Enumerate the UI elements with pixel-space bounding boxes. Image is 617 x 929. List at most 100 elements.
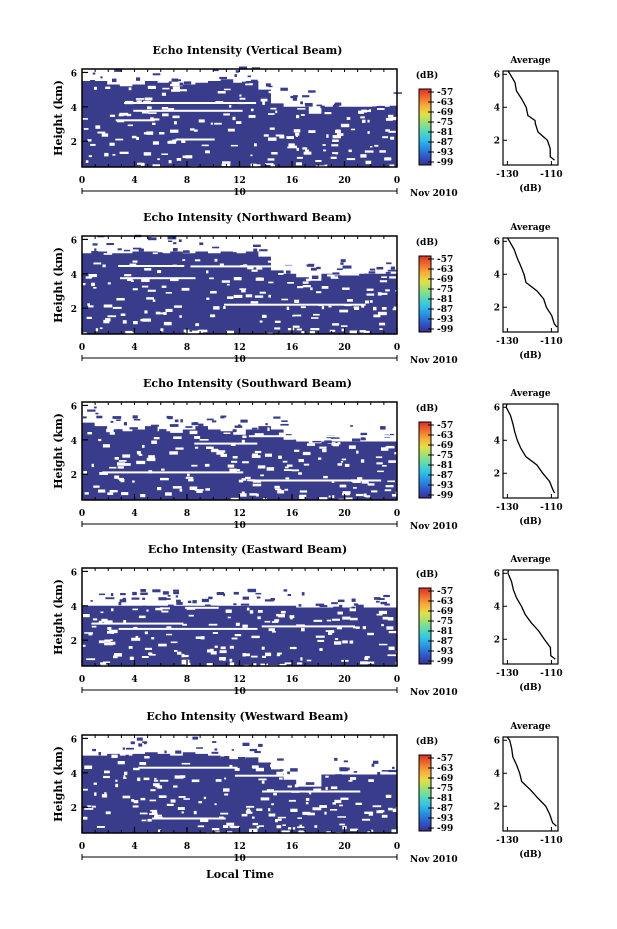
echo-speckle <box>122 320 127 324</box>
echo-speckle <box>370 829 374 832</box>
echo-speckle <box>98 640 105 644</box>
echo-speckle <box>262 101 265 105</box>
echo-speckle <box>261 655 266 658</box>
panel-title: Echo Intensity (Northward Beam) <box>143 211 352 224</box>
echo-speckle <box>385 446 390 449</box>
x-tick-label: 0 <box>79 176 85 186</box>
echo-speckle <box>160 607 163 611</box>
colorbar-tick-label: -93 <box>437 481 453 491</box>
echo-speckle <box>300 306 306 309</box>
colorbar-tick-label: -57 <box>437 88 453 98</box>
echo-speckle <box>105 811 111 815</box>
echo-speckle <box>322 144 326 146</box>
echo-speckle <box>236 825 240 828</box>
echo-speckle <box>94 248 97 251</box>
echo-speckle <box>305 278 311 282</box>
echo-speckle <box>296 624 305 627</box>
echo-speckle <box>149 799 157 802</box>
echo-speckle <box>83 816 88 820</box>
echo-speckle <box>181 287 190 291</box>
colorbar-unit: (dB) <box>416 403 438 414</box>
x-tick-label: 12 <box>233 675 246 685</box>
echo-speckle <box>268 113 275 115</box>
echo-speckle <box>147 85 156 89</box>
echo-speckle <box>381 814 388 818</box>
echo-speckle <box>350 128 356 131</box>
echo-speckle <box>206 297 210 300</box>
echo-speckle <box>140 318 148 322</box>
echo-speckle <box>224 793 229 796</box>
echo-speckle <box>386 445 395 449</box>
echo-speckle <box>105 597 115 600</box>
echo-speckle <box>350 828 359 832</box>
echo-region <box>82 752 397 833</box>
echo-speckle <box>87 432 92 435</box>
echo-speckle <box>124 274 132 277</box>
echo-speckle <box>171 78 179 82</box>
echo-speckle <box>388 646 395 651</box>
echo-speckle <box>302 811 311 815</box>
echo-speckle <box>231 637 238 640</box>
echo-speckle <box>395 806 405 811</box>
echo-speckle <box>172 115 180 119</box>
colorbar-tick-label: -99 <box>437 491 453 501</box>
echo-speckle <box>168 81 172 84</box>
echo-speckle <box>151 440 157 444</box>
x-axis-label: Local Time <box>206 868 274 881</box>
echo-speckle <box>220 646 226 650</box>
echo-speckle <box>84 765 93 769</box>
echo-speckle <box>183 250 190 253</box>
echo-speckle <box>233 277 242 281</box>
echo-speckle <box>277 490 285 494</box>
echo-speckle <box>227 128 235 132</box>
echo-gap <box>152 817 226 820</box>
echo-speckle <box>182 623 187 626</box>
echo-speckle <box>306 659 312 662</box>
echo-speckle <box>360 459 365 463</box>
echo-speckle <box>150 789 156 792</box>
colorbar-tick-label: -93 <box>437 315 453 325</box>
echo-speckle <box>350 617 358 621</box>
date-label: Nov 2010 <box>410 688 458 698</box>
echo-speckle <box>154 815 159 818</box>
colorbar-tick-label: -93 <box>437 814 453 824</box>
echo-speckle <box>141 819 147 822</box>
echo-speckle <box>379 328 383 330</box>
echo-speckle <box>311 275 319 279</box>
echo-speckle <box>360 661 368 665</box>
echo-speckle <box>196 490 203 493</box>
echo-speckle <box>260 797 270 801</box>
echo-speckle <box>229 825 236 828</box>
echo-speckle <box>385 271 391 274</box>
echo-speckle <box>293 97 297 101</box>
echo-speckle <box>319 497 328 501</box>
echo-speckle <box>100 76 103 79</box>
echo-speckle <box>219 76 227 79</box>
echo-speckle <box>265 652 272 657</box>
echo-speckle <box>88 155 92 158</box>
echo-speckle <box>303 151 312 155</box>
echo-speckle <box>388 130 396 133</box>
echo-speckle <box>141 656 149 658</box>
echo-speckle <box>175 79 181 82</box>
echo-speckle <box>392 766 395 769</box>
echo-speckle <box>355 626 360 629</box>
colorbar-tick-label: -99 <box>437 325 453 335</box>
echo-speckle <box>260 663 268 667</box>
echo-speckle <box>259 320 263 323</box>
echo-speckle <box>198 329 208 333</box>
echo-speckle <box>264 599 274 602</box>
echo-speckle <box>350 425 353 427</box>
echo-speckle <box>264 453 272 457</box>
echo-speckle <box>152 122 156 125</box>
echo-speckle <box>107 627 112 630</box>
echo-speckle <box>270 164 275 167</box>
echo-speckle <box>296 662 303 665</box>
echo-speckle <box>276 825 282 829</box>
x-tick-label: 0 <box>394 675 400 685</box>
echo-speckle <box>389 276 396 279</box>
echo-speckle <box>216 451 224 455</box>
echo-speckle <box>83 471 87 475</box>
echo-speckle <box>360 116 365 119</box>
echo-speckle <box>368 779 374 782</box>
